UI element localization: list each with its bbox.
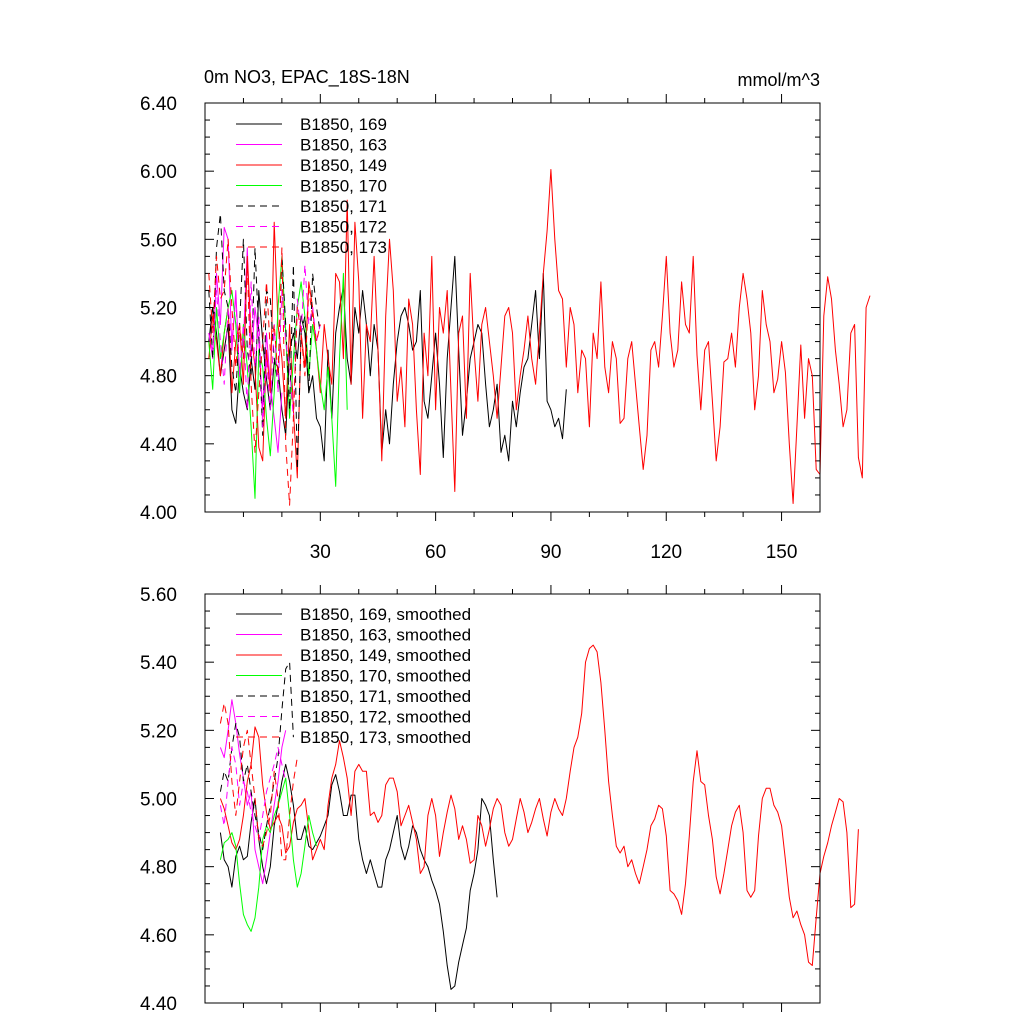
legend-label: B1850, 172, smoothed [300,708,471,727]
legend-label: B1850, 170 [300,177,387,196]
legend-label: B1850, 171 [300,197,387,216]
series-line [208,255,348,499]
legend-label: B1850, 149 [300,156,387,175]
x-tick-label: 90 [540,542,561,563]
series-line [219,644,859,966]
legend-label: B1850, 173 [300,238,387,257]
legend-label: B1850, 163 [300,136,387,155]
bottom-ticks: 4.40 4.60 4.80 5.00 5.20 5.40 5.60 [140,585,820,1015]
legend-label: B1850, 173, smoothed [300,728,471,747]
bottom-legend: B1850, 169, smoothed B1850, 163, smoothed… [236,605,471,747]
top-ticks: 4.00 4.40 4.80 5.20 5.60 6.00 6.40 30 60 90 120 150 [140,94,820,563]
legend-label: B1850, 169, smoothed [300,605,471,624]
legend-label: B1850, 163, smoothed [300,626,471,645]
bottom-plot-frame [204,593,821,1004]
y-tick-label: 4.00 [140,503,177,524]
x-tick-label: 150 [766,542,798,563]
y-tick-label: 5.60 [140,585,177,606]
chart-title: 0m NO3, EPAC_18S-18N [204,67,410,88]
series-line [219,699,287,885]
x-tick-label: 30 [310,542,331,563]
series-line [208,169,871,504]
top-panel: 0m NO3, EPAC_18S-18N mmol/m^3 4.004.404.… [140,67,871,563]
y-tick-label: 5.20 [140,721,177,742]
y-tick-label: 4.80 [140,367,177,388]
y-tick-label: 5.00 [140,790,177,811]
y-tick-label: 5.60 [140,230,177,251]
series-line [219,661,294,851]
series-line [208,264,321,428]
series-line [219,777,317,932]
legend-label: B1850, 169 [300,115,387,134]
y-tick-label: 4.60 [140,926,177,947]
y-tick-label: 5.40 [140,653,177,674]
bottom-panel: 4.40 4.60 4.80 5.00 5.20 5.40 5.60 B1850, 169,… [140,585,859,1015]
series-line [208,226,283,453]
series-line [219,746,287,840]
series-line [219,702,298,861]
series-line [208,255,567,462]
legend-label: B1850, 170, smoothed [300,667,471,686]
legend-label: B1850, 149, smoothed [300,646,471,665]
y-tick-label: 6.00 [140,162,177,183]
top-series [208,169,871,506]
legend-label: B1850, 172 [300,218,387,237]
series-line [208,238,321,506]
y-tick-label: 4.80 [140,858,177,879]
x-tick-label: 120 [650,542,682,563]
y-tick-label: 6.40 [140,94,177,115]
units-label: mmol/m^3 [738,70,820,90]
top-plot-frame [204,102,821,513]
y-tick-label: 4.40 [140,994,177,1015]
legend-label: B1850, 171, smoothed [300,687,471,706]
y-tick-label: 5.20 [140,299,177,320]
x-tick-label: 60 [425,542,446,563]
y-tick-label: 4.40 [140,435,177,456]
bottom-series [219,644,859,990]
series-line [219,763,498,990]
